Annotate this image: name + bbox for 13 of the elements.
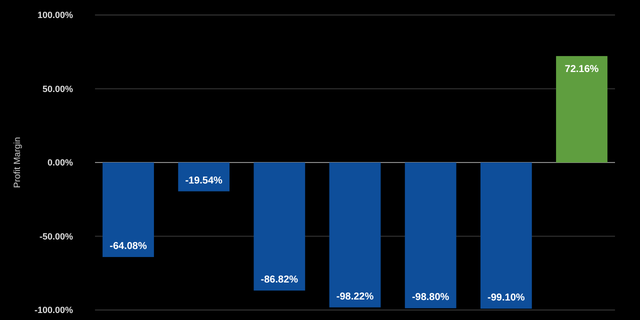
y-tick-label: 50.00%	[42, 84, 73, 94]
y-tick-label: -100.00%	[34, 305, 73, 316]
data-label: -98.80%	[412, 292, 450, 304]
data-label: 72.16%	[564, 64, 599, 76]
data-label: -99.10%	[488, 292, 525, 304]
y-tick-label: 0.00%	[47, 158, 73, 168]
data-label: -98.22%	[336, 291, 374, 302]
data-label: -19.54%	[185, 175, 223, 186]
data-label: -86.82%	[260, 274, 298, 286]
y-axis-title: Profit Margin	[12, 136, 22, 188]
data-label: -64.08%	[110, 241, 147, 252]
y-tick-label: -50.00%	[39, 231, 73, 242]
y-tick-label: 100.00%	[37, 10, 73, 20]
